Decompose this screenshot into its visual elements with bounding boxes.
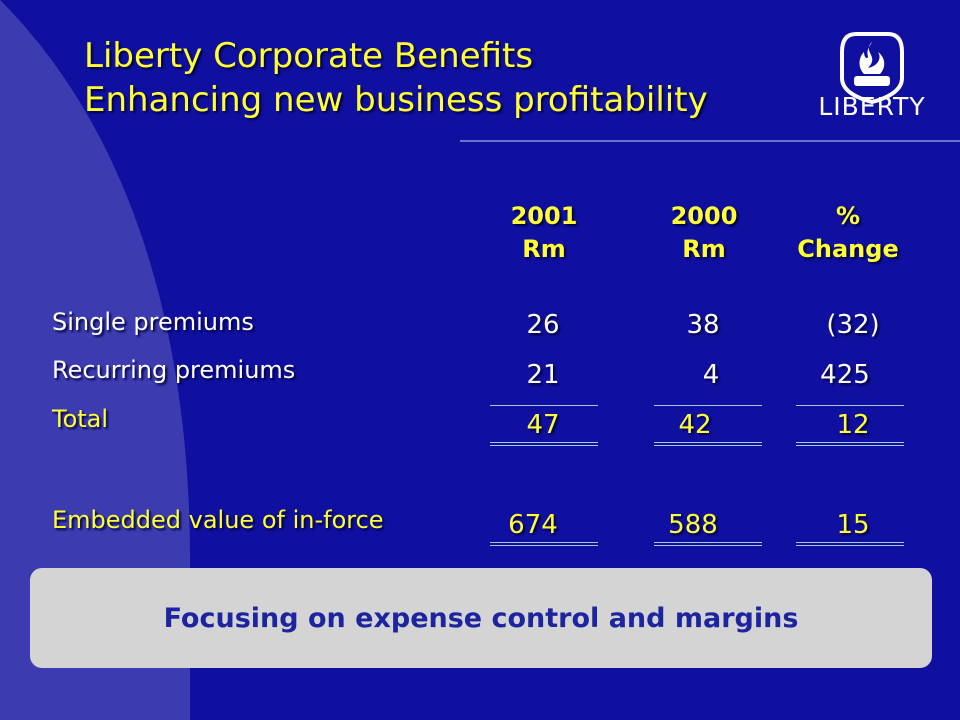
cell-recurring-change: 425 [820, 360, 870, 390]
subtotal-rule [654, 405, 762, 406]
cell-embedded-2000: 588 [668, 510, 718, 540]
column-header-year: 2000 [670, 202, 738, 230]
row-label-recurring-premiums: Recurring premiums [52, 356, 296, 384]
column-header-label: Change [797, 235, 899, 263]
title-line-2: Enhancing new business profitability [84, 80, 708, 120]
cell-total-2000: 42 [678, 410, 712, 440]
flame-shield-icon [840, 32, 904, 105]
column-header-2001: 2001 Rm [474, 200, 614, 266]
subtotal-rule [490, 405, 598, 406]
row-label-embedded-value: Embedded value of in-force [52, 506, 384, 534]
total-double-rule [490, 442, 598, 446]
total-double-rule [654, 442, 762, 446]
row-label-single-premiums: Single premiums [52, 308, 254, 336]
cell-single-2000: 38 [686, 310, 720, 340]
cell-embedded-2001: 674 [508, 510, 558, 540]
column-header-year: 2001 [510, 202, 578, 230]
column-header-unit: Rm [522, 235, 566, 263]
header-divider [460, 140, 960, 142]
column-header-unit: Rm [682, 235, 726, 263]
embedded-double-rule [796, 542, 904, 546]
cell-single-change: (32) [826, 310, 880, 340]
column-header-2000: 2000 Rm [634, 200, 774, 266]
embedded-double-rule [490, 542, 598, 546]
column-header-change: % Change [778, 200, 918, 266]
cell-total-2001: 47 [526, 410, 560, 440]
embedded-double-rule [654, 542, 762, 546]
row-label-total: Total [52, 405, 109, 433]
cell-embedded-change: 15 [836, 510, 870, 540]
total-double-rule [796, 442, 904, 446]
callout-box: Focusing on expense control and margins [30, 568, 932, 668]
cell-recurring-2001: 21 [526, 360, 560, 390]
title-line-1: Liberty Corporate Benefits [84, 36, 534, 76]
column-header-symbol: % [835, 202, 861, 230]
callout-text: Focusing on expense control and margins [163, 602, 799, 634]
cell-recurring-2000: 4 [702, 360, 720, 390]
cell-total-change: 12 [836, 410, 870, 440]
slide-title: Liberty Corporate Benefits Enhancing new… [84, 34, 708, 122]
subtotal-rule [796, 405, 904, 406]
cell-single-2001: 26 [526, 310, 560, 340]
logo-text: LIBERTY [818, 92, 926, 121]
